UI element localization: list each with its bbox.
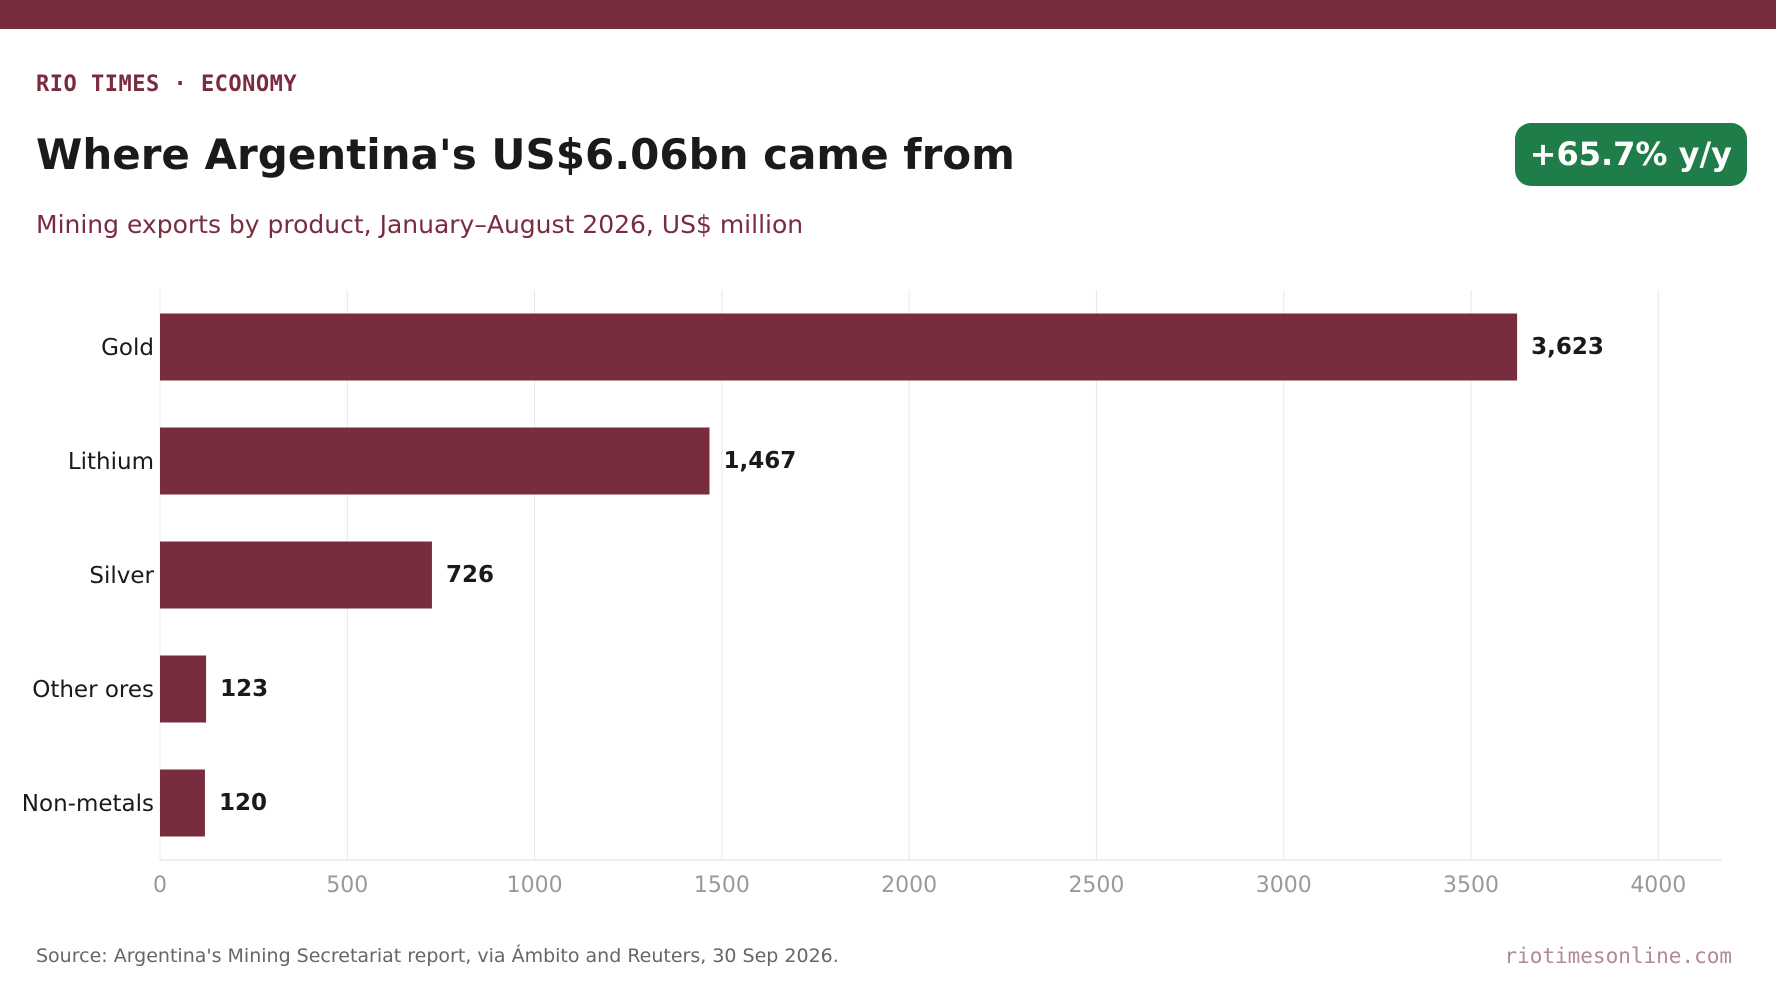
chart-subtitle: Mining exports by product, January–Augus… xyxy=(36,210,804,239)
bar xyxy=(160,427,710,495)
growth-badge: +65.7% y/y xyxy=(1514,123,1747,186)
x-tick-label: 2000 xyxy=(881,873,937,898)
x-tick-label: 3000 xyxy=(1256,873,1312,898)
category-label: Silver xyxy=(89,563,154,589)
x-tick-label: 0 xyxy=(153,873,167,898)
bars xyxy=(160,313,1518,837)
value-label: 123 xyxy=(220,676,268,702)
x-tick-label: 1500 xyxy=(694,873,750,898)
x-tick-label: 1000 xyxy=(507,873,563,898)
category-label: Non-metals xyxy=(22,791,154,817)
x-tick-label: 500 xyxy=(326,873,368,898)
section-kicker: RIO TIMES · ECONOMY xyxy=(36,72,298,97)
chart-title: Where Argentina's US$6.06bn came from xyxy=(36,130,1015,179)
site-url: riotimesonline.com xyxy=(1504,944,1732,968)
labels: 0 500 1000 1500 2000 2500 3000 3500 4000 Gold 3,62… xyxy=(22,334,1687,898)
category-label: Lithium xyxy=(68,449,154,475)
x-tick-label: 4000 xyxy=(1630,873,1686,898)
bar xyxy=(160,313,1518,381)
category-label: Other ores xyxy=(32,677,154,703)
value-label: 3,623 xyxy=(1531,334,1604,360)
brand-top-bar xyxy=(0,0,1776,29)
bar xyxy=(160,769,205,837)
bar-chart: 0 500 1000 1500 2000 2500 3000 3500 4000 Gold 3,62… xyxy=(22,290,1722,898)
value-label: 1,467 xyxy=(724,448,797,474)
value-label: 726 xyxy=(446,562,494,588)
x-tick-label: 2500 xyxy=(1068,873,1124,898)
source-note: Source: Argentina's Mining Secretariat r… xyxy=(36,945,839,967)
value-label: 120 xyxy=(219,790,267,816)
bar xyxy=(160,655,207,723)
bar xyxy=(160,541,432,609)
grid-lines xyxy=(159,290,1722,861)
x-tick-label: 3500 xyxy=(1443,873,1499,898)
category-label: Gold xyxy=(101,335,154,361)
